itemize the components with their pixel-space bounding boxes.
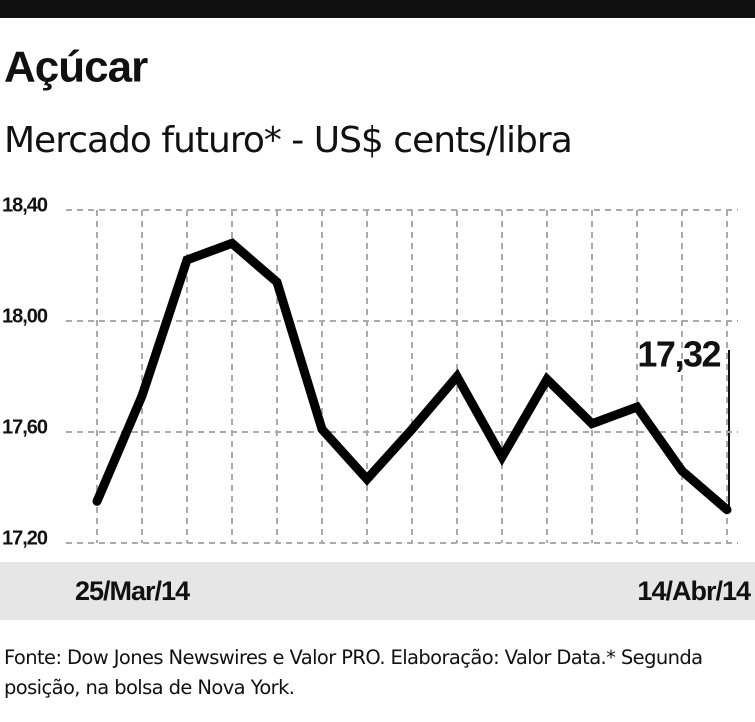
y-tick-label: 18,40 bbox=[2, 194, 48, 216]
x-axis-band bbox=[0, 562, 755, 620]
chart-title: Açúcar bbox=[4, 43, 148, 92]
y-tick-label: 18,00 bbox=[2, 305, 48, 327]
top-bar bbox=[0, 0, 755, 18]
data-line bbox=[92, 238, 732, 515]
x-tick-label: 14/Abr/14 bbox=[637, 576, 751, 606]
y-tick-label: 17,20 bbox=[2, 527, 48, 549]
chart-subtitle: Mercado futuro* - US$ cents/libra bbox=[4, 120, 572, 161]
y-tick-label: 17,60 bbox=[2, 416, 48, 438]
value-label: 17,32 bbox=[637, 334, 720, 375]
x-tick-label: 25/Mar/14 bbox=[75, 576, 190, 606]
chart: Açúcar Mercado futuro* - US$ cents/libra… bbox=[0, 0, 755, 620]
source-note: Fonte: Dow Jones Newswires e Valor PRO. … bbox=[4, 646, 703, 699]
